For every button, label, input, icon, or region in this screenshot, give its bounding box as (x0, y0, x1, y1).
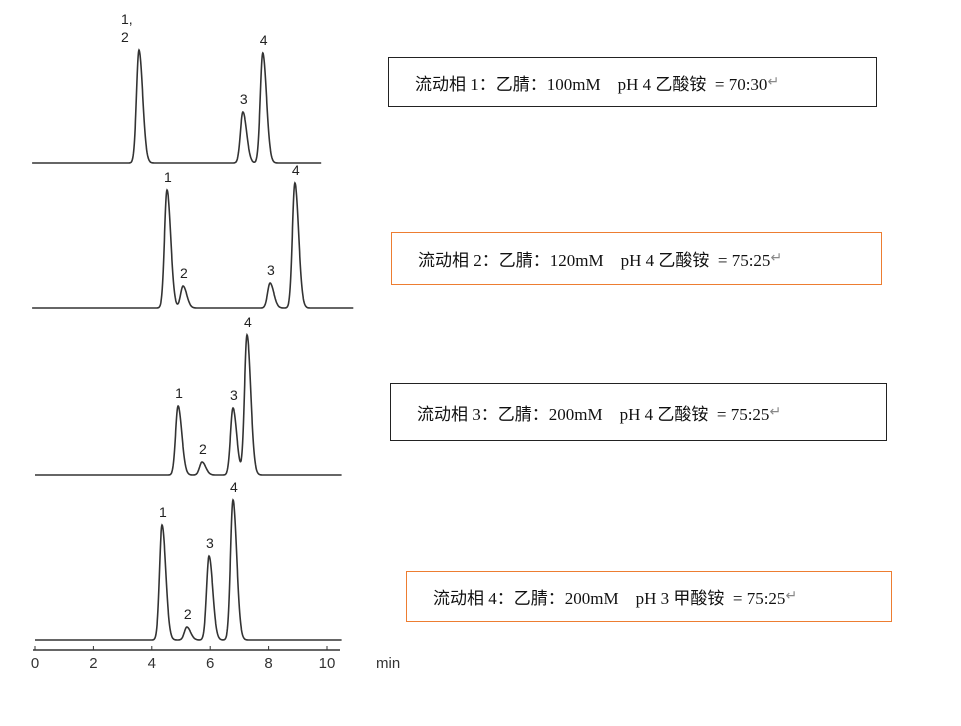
condition-box-3: 流动相 3：乙腈：200mM pH 4 乙酸铵 = 75:25 ↵ (390, 383, 887, 441)
x-tick-label: 4 (148, 655, 156, 672)
peak-label-3-1: 1 (175, 385, 183, 401)
peak-label-4-2: 2 (184, 606, 192, 622)
peak-label-1-2: 3 (240, 91, 248, 107)
x-tick-label: 8 (264, 655, 272, 672)
trace-2 (32, 181, 354, 309)
peak-label-4-1: 1 (159, 504, 167, 520)
condition-text-2: 流动相 2：乙腈：120mM pH 4 乙酸铵 = 75:25 (418, 251, 771, 270)
peak-label-1-1: 2 (121, 29, 129, 45)
peak-label-1-1: 1, (121, 11, 133, 27)
peak-label-2-2: 2 (180, 265, 188, 281)
peak-label-4-3: 3 (206, 535, 214, 551)
condition-text-1: 流动相 1：乙腈：100mM pH 4 乙酸铵 = 70:30 (415, 74, 768, 94)
trace-4 (35, 498, 342, 641)
peak-label-1-3: 4 (260, 32, 268, 48)
return-mark: ↵ (769, 404, 782, 420)
x-tick-label: 6 (206, 655, 214, 672)
peak-label-3-2: 2 (199, 441, 207, 457)
peak-label-2-4: 4 (292, 162, 300, 178)
condition-box-4: 流动相 4：乙腈：200mM pH 3 甲酸铵 = 75:25 ↵ (406, 571, 892, 622)
peak-label-3-4: 4 (244, 314, 252, 330)
condition-text-3: 流动相 3：乙腈：200mM pH 4 乙酸铵 = 75:25 (417, 404, 770, 424)
condition-box-1: 流动相 1：乙腈：100mM pH 4 乙酸铵 = 70:30 ↵ (388, 57, 877, 107)
x-axis-label: min (376, 655, 400, 672)
trace-3 (35, 332, 342, 476)
x-tick-label: 2 (89, 655, 97, 672)
trace-1 (32, 48, 322, 164)
peak-label-4-4: 4 (230, 479, 238, 495)
x-tick-label: 10 (319, 655, 336, 672)
peak-label-2-3: 3 (267, 262, 275, 278)
return-mark: ↵ (767, 74, 780, 90)
return-mark: ↵ (785, 589, 798, 604)
peak-label-3-3: 3 (230, 387, 238, 403)
x-tick-label: 0 (31, 655, 39, 672)
condition-text-4: 流动相 4：乙腈：200mM pH 3 甲酸铵 = 75:25 (433, 589, 786, 608)
condition-box-2: 流动相 2：乙腈：120mM pH 4 乙酸铵 = 75:25 ↵ (391, 232, 882, 285)
peak-label-2-1: 1 (164, 169, 172, 185)
return-mark: ↵ (770, 251, 783, 266)
